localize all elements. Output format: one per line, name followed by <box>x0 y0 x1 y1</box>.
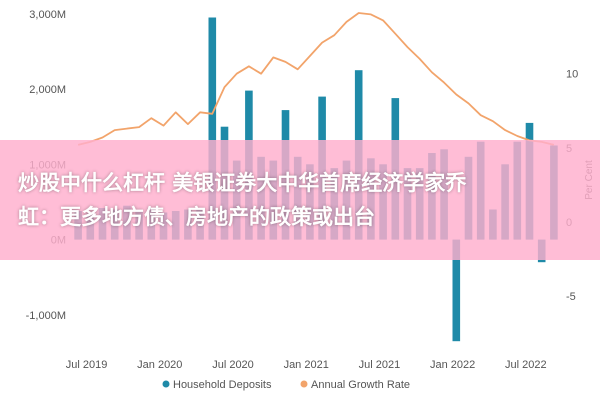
x-tick-label: Jan 2022 <box>430 359 475 371</box>
x-tick-label: Jan 2020 <box>137 359 182 371</box>
bar-household-deposits <box>452 239 461 342</box>
y-left-tick-label: -1,000M <box>26 310 66 322</box>
legend-label-annual-growth-rate: Annual Growth Rate <box>311 379 410 391</box>
x-tick-label: Jul 2020 <box>212 359 254 371</box>
headline-line-2: 虹：更多地方债、房地产的政策或出台 <box>18 205 375 229</box>
legend-marker-annual-growth-rate <box>300 380 308 388</box>
y-left-tick-label: 3,000M <box>29 9 66 21</box>
legend-label-household-deposits: Household Deposits <box>173 379 272 391</box>
x-tick-label: Jan 2021 <box>284 359 329 371</box>
headline-banner: 炒股中什么杠杆 美银证券大中华首席经济学家乔 虹：更多地方债、房地产的政策或出台 <box>0 140 600 260</box>
x-tick-label: Jul 2022 <box>505 359 547 371</box>
y-left-tick-label: 2,000M <box>29 84 66 96</box>
x-tick-label: Jul 2021 <box>359 359 401 371</box>
bar-household-deposits <box>208 17 217 240</box>
legend-marker-household-deposits <box>162 380 170 388</box>
y-right-tick-label: 10 <box>566 69 578 81</box>
line-annual-growth-rate <box>77 12 555 146</box>
y-right-tick-label: -5 <box>566 291 576 303</box>
headline-line-1: 炒股中什么杠杆 美银证券大中华首席经济学家乔 <box>18 171 467 195</box>
x-tick-label: Jul 2019 <box>66 359 108 371</box>
